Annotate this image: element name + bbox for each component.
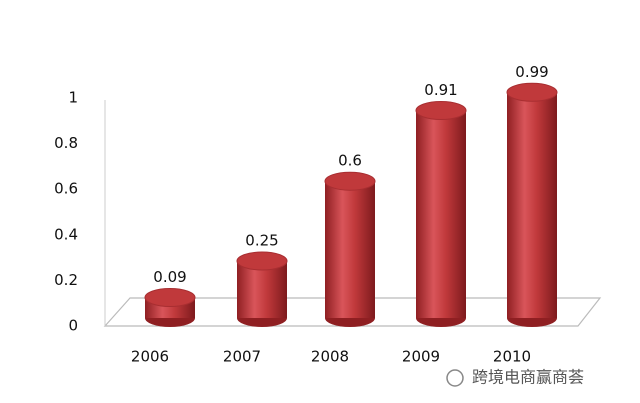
cylinder [324,171,376,327]
cylinder-top [324,171,376,191]
bar [416,110,466,319]
cylinder-top [506,82,558,102]
cylinder [415,101,467,327]
cylinder [236,251,288,327]
x-tick-label: 2009 [402,348,440,366]
bar [507,92,557,318]
data-label: 0.09 [153,268,186,286]
data-label: 0.6 [338,152,362,170]
cylinder [144,287,196,327]
bar [325,181,375,318]
watermark-icon [446,369,464,387]
cylinder-top [236,251,288,271]
y-tick-label: 0 [68,317,78,335]
x-tick-label: 2008 [311,348,349,366]
watermark-text: 跨境电商赢商荟 [472,368,584,387]
cylinder-top [144,287,196,307]
cylinder-top [415,101,467,121]
y-tick-label: 0.8 [54,134,78,152]
watermark: 跨境电商赢商荟 [446,368,584,387]
x-tick-label: 2006 [131,348,169,366]
y-tick-label: 0.4 [54,225,78,243]
x-tick-label: 2010 [493,348,531,366]
data-label: 0.99 [515,63,548,81]
cylinder [506,82,558,327]
y-tick-label: 1 [68,89,78,107]
y-tick-label: 0.2 [54,271,78,289]
data-label: 0.25 [245,232,278,250]
y-tick-label: 0.6 [54,180,78,198]
x-tick-label: 2007 [223,348,261,366]
data-label: 0.91 [424,81,457,99]
